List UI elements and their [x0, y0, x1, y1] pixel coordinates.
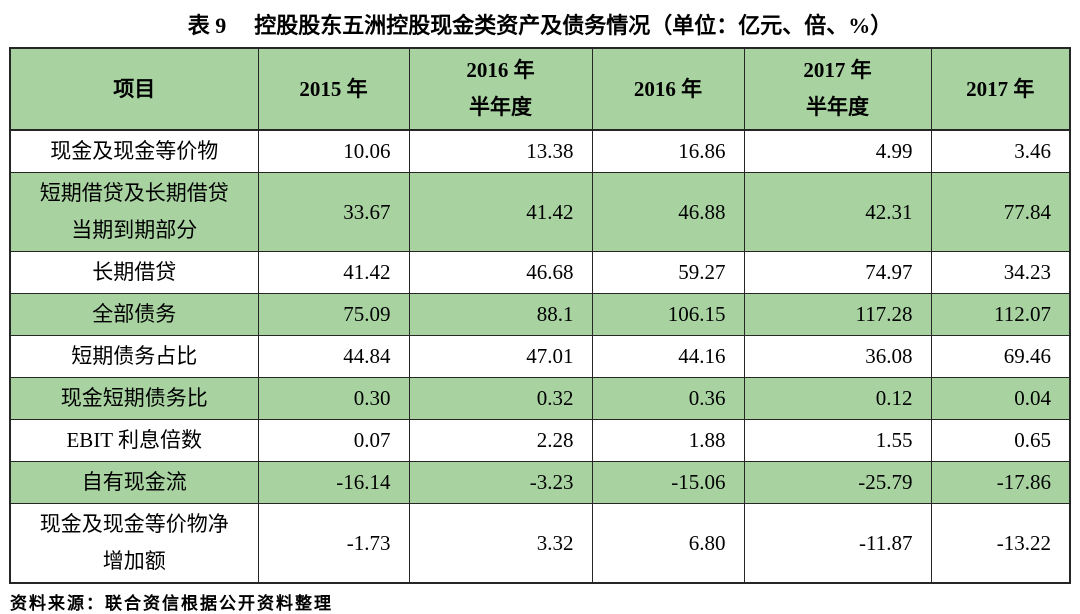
table-body: 现金及现金等价物 10.06 13.38 16.86 4.99 3.46 短期借贷及长期借贷… [9, 129, 1071, 584]
value-cell: 59.27 [591, 251, 745, 294]
column-header: 2015 年 [257, 47, 410, 131]
value-cell: 10.06 [257, 129, 410, 173]
column-header: 2017 年半年度 [743, 47, 932, 131]
table-number: 表 9 [187, 13, 227, 38]
value-cell: 0.07 [257, 419, 410, 462]
value-cell: 13.38 [408, 129, 593, 173]
value-cell: 0.32 [408, 377, 593, 420]
column-header: 2016 年半年度 [408, 47, 593, 131]
value-cell: -3.23 [408, 461, 593, 504]
column-header: 2016 年 [591, 47, 745, 131]
value-cell: 0.30 [257, 377, 410, 420]
value-cell: -13.22 [930, 503, 1071, 584]
row-label-cell: 现金及现金等价物净 增加额 [9, 503, 259, 584]
row-label-cell: 全部债务 [9, 293, 259, 336]
value-cell: -16.14 [257, 461, 410, 504]
row-label-cell: 自有现金流 [9, 461, 259, 504]
row-label-cell: 长期借贷 [9, 251, 259, 294]
column-header: 项目 [9, 47, 259, 131]
value-cell: 16.86 [591, 129, 745, 173]
value-cell: 34.23 [930, 251, 1071, 294]
value-cell: 6.80 [591, 503, 745, 584]
value-cell: 36.08 [743, 335, 932, 378]
table-row: 现金短期债务比 0.30 0.32 0.36 0.12 0.04 [9, 377, 1071, 420]
table-row: EBIT 利息倍数 0.07 2.28 1.88 1.55 0.65 [9, 419, 1071, 462]
value-cell: 42.31 [743, 172, 932, 252]
value-cell: -11.87 [743, 503, 932, 584]
value-cell: -17.86 [930, 461, 1071, 504]
table-row: 长期借贷 41.42 46.68 59.27 74.97 34.23 [9, 251, 1071, 294]
value-cell: 47.01 [408, 335, 593, 378]
value-cell: -1.73 [257, 503, 410, 584]
value-cell: 74.97 [743, 251, 932, 294]
value-cell: 0.12 [743, 377, 932, 420]
value-cell: 41.42 [257, 251, 410, 294]
row-label-cell: EBIT 利息倍数 [9, 419, 259, 462]
value-cell: 0.04 [930, 377, 1071, 420]
value-cell: 0.65 [930, 419, 1071, 462]
value-cell: 1.55 [743, 419, 932, 462]
value-cell: 88.1 [408, 293, 593, 336]
value-cell: 41.42 [408, 172, 593, 252]
value-cell: 33.67 [257, 172, 410, 252]
table-row: 自有现金流 -16.14 -3.23 -15.06 -25.79 -17.86 [9, 461, 1071, 504]
value-cell: 46.68 [408, 251, 593, 294]
value-cell: -25.79 [743, 461, 932, 504]
financial-table: 项目 2015 年 2016 年半年度 2016 年 2017 年半年度 2017 年 现… [9, 47, 1071, 584]
value-cell: 2.28 [408, 419, 593, 462]
value-cell: 0.36 [591, 377, 745, 420]
value-cell: 1.88 [591, 419, 745, 462]
value-cell: -15.06 [591, 461, 745, 504]
value-cell: 117.28 [743, 293, 932, 336]
value-cell: 3.46 [930, 129, 1071, 173]
column-header: 2017 年 [930, 47, 1071, 131]
row-label-cell: 现金及现金等价物 [9, 129, 259, 173]
table-row: 短期借贷及长期借贷 当期到期部分 33.67 41.42 46.88 42.31 77.84 [9, 172, 1071, 252]
table-row: 全部债务 75.09 88.1 106.15 117.28 112.07 [9, 293, 1071, 336]
value-cell: 77.84 [930, 172, 1071, 252]
row-label-cell: 短期借贷及长期借贷 当期到期部分 [9, 172, 259, 252]
table-row: 现金及现金等价物 10.06 13.38 16.86 4.99 3.46 [9, 129, 1071, 173]
row-label-cell: 短期债务占比 [9, 335, 259, 378]
value-cell: 44.16 [591, 335, 745, 378]
value-cell: 69.46 [930, 335, 1071, 378]
value-cell: 46.88 [591, 172, 745, 252]
table-header: 项目 2015 年 2016 年半年度 2016 年 2017 年半年度 2017 年 [9, 47, 1071, 131]
table-row: 现金及现金等价物净 增加额 -1.73 3.32 6.80 -11.87 -13.22 [9, 503, 1071, 584]
table-header-row: 项目 2015 年 2016 年半年度 2016 年 2017 年半年度 2017 年 [9, 47, 1071, 131]
value-cell: 3.32 [408, 503, 593, 584]
value-cell: 75.09 [257, 293, 410, 336]
source-note: 资料来源：联合资信根据公开资料整理 [10, 594, 333, 613]
value-cell: 44.84 [257, 335, 410, 378]
value-cell: 4.99 [743, 129, 932, 173]
table-row: 短期债务占比 44.84 47.01 44.16 36.08 69.46 [9, 335, 1071, 378]
value-cell: 112.07 [930, 293, 1071, 336]
table-title-text: 控股股东五洲控股现金类资产及债务情况（单位：亿元、倍、%） [254, 13, 893, 38]
value-cell: 106.15 [591, 293, 745, 336]
page-title: 表 9 控股股东五洲控股现金类资产及债务情况（单位：亿元、倍、%） [0, 0, 1080, 47]
row-label-cell: 现金短期债务比 [9, 377, 259, 420]
